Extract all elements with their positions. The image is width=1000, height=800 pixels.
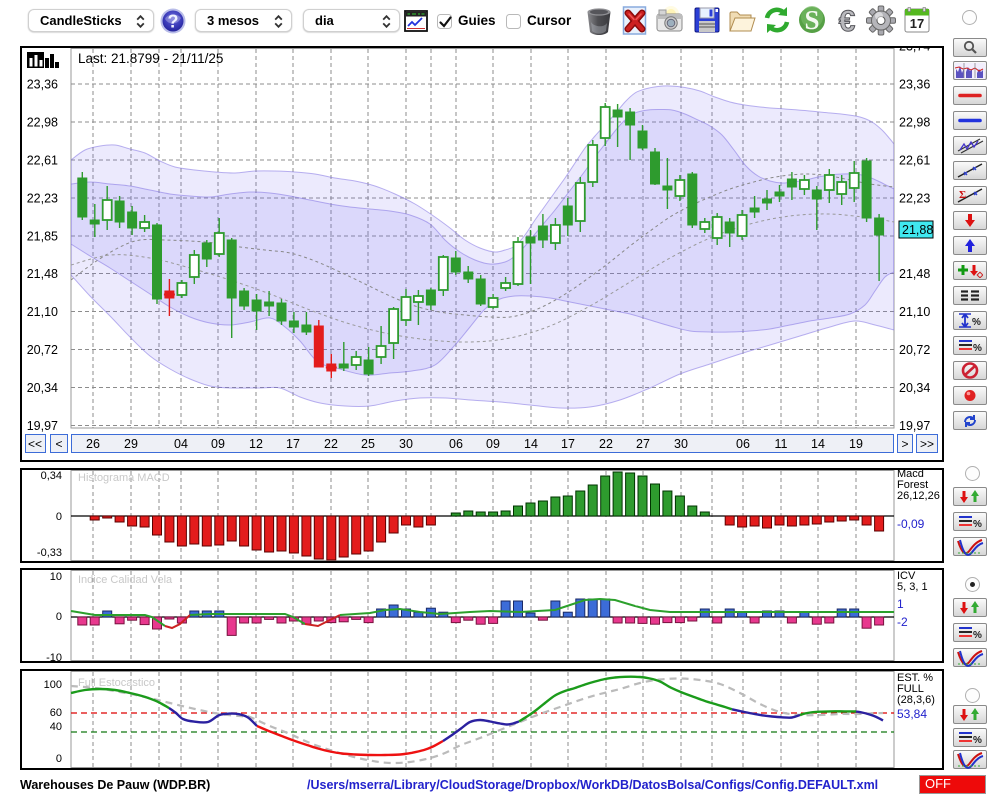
svg-text:%: % [973, 735, 982, 746]
svg-text:22: 22 [599, 437, 613, 451]
svg-text:€: € [839, 5, 856, 36]
svg-text:5, 3, 1: 5, 3, 1 [897, 581, 928, 593]
svg-text:>: > [901, 437, 908, 451]
svg-text:22,23: 22,23 [27, 192, 58, 206]
svg-text:21,10: 21,10 [899, 305, 930, 319]
svg-text:?: ? [168, 12, 179, 32]
svg-text:Histograma MACD: Histograma MACD [78, 472, 170, 484]
svg-text:19: 19 [849, 437, 863, 451]
svg-text:30: 30 [399, 437, 413, 451]
svg-text:10: 10 [50, 571, 62, 583]
svg-text:Full Estocastico: Full Estocastico [78, 677, 155, 689]
svg-text:06: 06 [736, 437, 750, 451]
svg-text:04: 04 [174, 437, 188, 451]
svg-text:26,12,26: 26,12,26 [897, 490, 940, 502]
svg-text:22: 22 [324, 437, 338, 451]
svg-text:25: 25 [361, 437, 375, 451]
svg-text:>>: >> [920, 437, 934, 451]
svg-text:-10: -10 [46, 652, 62, 664]
svg-text:22,61: 22,61 [27, 154, 58, 168]
svg-text:100: 100 [44, 679, 62, 691]
svg-text:20,34: 20,34 [899, 381, 930, 395]
svg-text:19,97: 19,97 [899, 419, 930, 433]
svg-text:%: % [973, 519, 982, 530]
svg-text:0: 0 [56, 511, 62, 523]
svg-text:14: 14 [811, 437, 825, 451]
svg-text:22,98: 22,98 [27, 116, 58, 130]
svg-text:27: 27 [636, 437, 650, 451]
svg-text:0: 0 [56, 753, 62, 765]
svg-text:%: % [973, 343, 982, 354]
svg-text:0,34: 0,34 [41, 470, 62, 482]
svg-text:11: 11 [775, 437, 788, 451]
svg-text:Forest: Forest [897, 479, 928, 491]
svg-text:1: 1 [897, 597, 904, 611]
svg-text:14: 14 [524, 437, 538, 451]
svg-text:60: 60 [50, 707, 62, 719]
svg-text:22,23: 22,23 [899, 192, 930, 206]
svg-text:17: 17 [286, 437, 300, 451]
svg-text:21,85: 21,85 [27, 230, 58, 244]
svg-text:%: % [973, 630, 982, 641]
svg-text:29: 29 [124, 437, 138, 451]
svg-text:09: 09 [211, 437, 225, 451]
svg-text:22,98: 22,98 [899, 116, 930, 130]
svg-text:-0,33: -0,33 [37, 547, 62, 559]
svg-text:53,84: 53,84 [897, 707, 927, 721]
svg-text:17: 17 [561, 437, 575, 451]
svg-text:20,72: 20,72 [27, 343, 58, 357]
svg-text:Σ: Σ [959, 189, 966, 201]
svg-text:S: S [804, 5, 819, 35]
svg-text:<: < [55, 437, 62, 451]
svg-text:Indice Calidad Vela: Indice Calidad Vela [78, 574, 173, 586]
svg-text:23,36: 23,36 [899, 78, 930, 92]
svg-text:26: 26 [86, 437, 100, 451]
svg-text:0: 0 [56, 611, 62, 623]
svg-text:20,34: 20,34 [27, 381, 58, 395]
svg-text:09: 09 [486, 437, 500, 451]
svg-text:FULL: FULL [897, 683, 924, 695]
svg-text:06: 06 [449, 437, 463, 451]
svg-text:-0,09: -0,09 [897, 517, 925, 531]
svg-text:Last: 21.8799 - 21/11/25: Last: 21.8799 - 21/11/25 [78, 51, 223, 66]
svg-text:17: 17 [910, 16, 924, 31]
svg-text:12: 12 [249, 437, 263, 451]
svg-text:-2: -2 [897, 615, 908, 629]
svg-text:23,36: 23,36 [27, 78, 58, 92]
svg-text:30: 30 [674, 437, 688, 451]
svg-text:21,48: 21,48 [899, 267, 930, 281]
svg-text:%: % [972, 317, 981, 328]
svg-text:40: 40 [50, 721, 62, 733]
svg-text:21,48: 21,48 [27, 267, 58, 281]
svg-text:19,97: 19,97 [27, 419, 58, 433]
svg-text:22,61: 22,61 [899, 154, 930, 168]
svg-text:20,72: 20,72 [899, 343, 930, 357]
svg-text:(28,3,6): (28,3,6) [897, 694, 935, 706]
svg-text:ICV: ICV [897, 570, 916, 582]
svg-text:21,10: 21,10 [27, 305, 58, 319]
svg-text:<<: << [28, 437, 42, 451]
svg-text:Macd: Macd [897, 468, 924, 480]
svg-text:EST. %: EST. % [897, 672, 933, 684]
svg-text:21,88: 21,88 [902, 223, 933, 237]
